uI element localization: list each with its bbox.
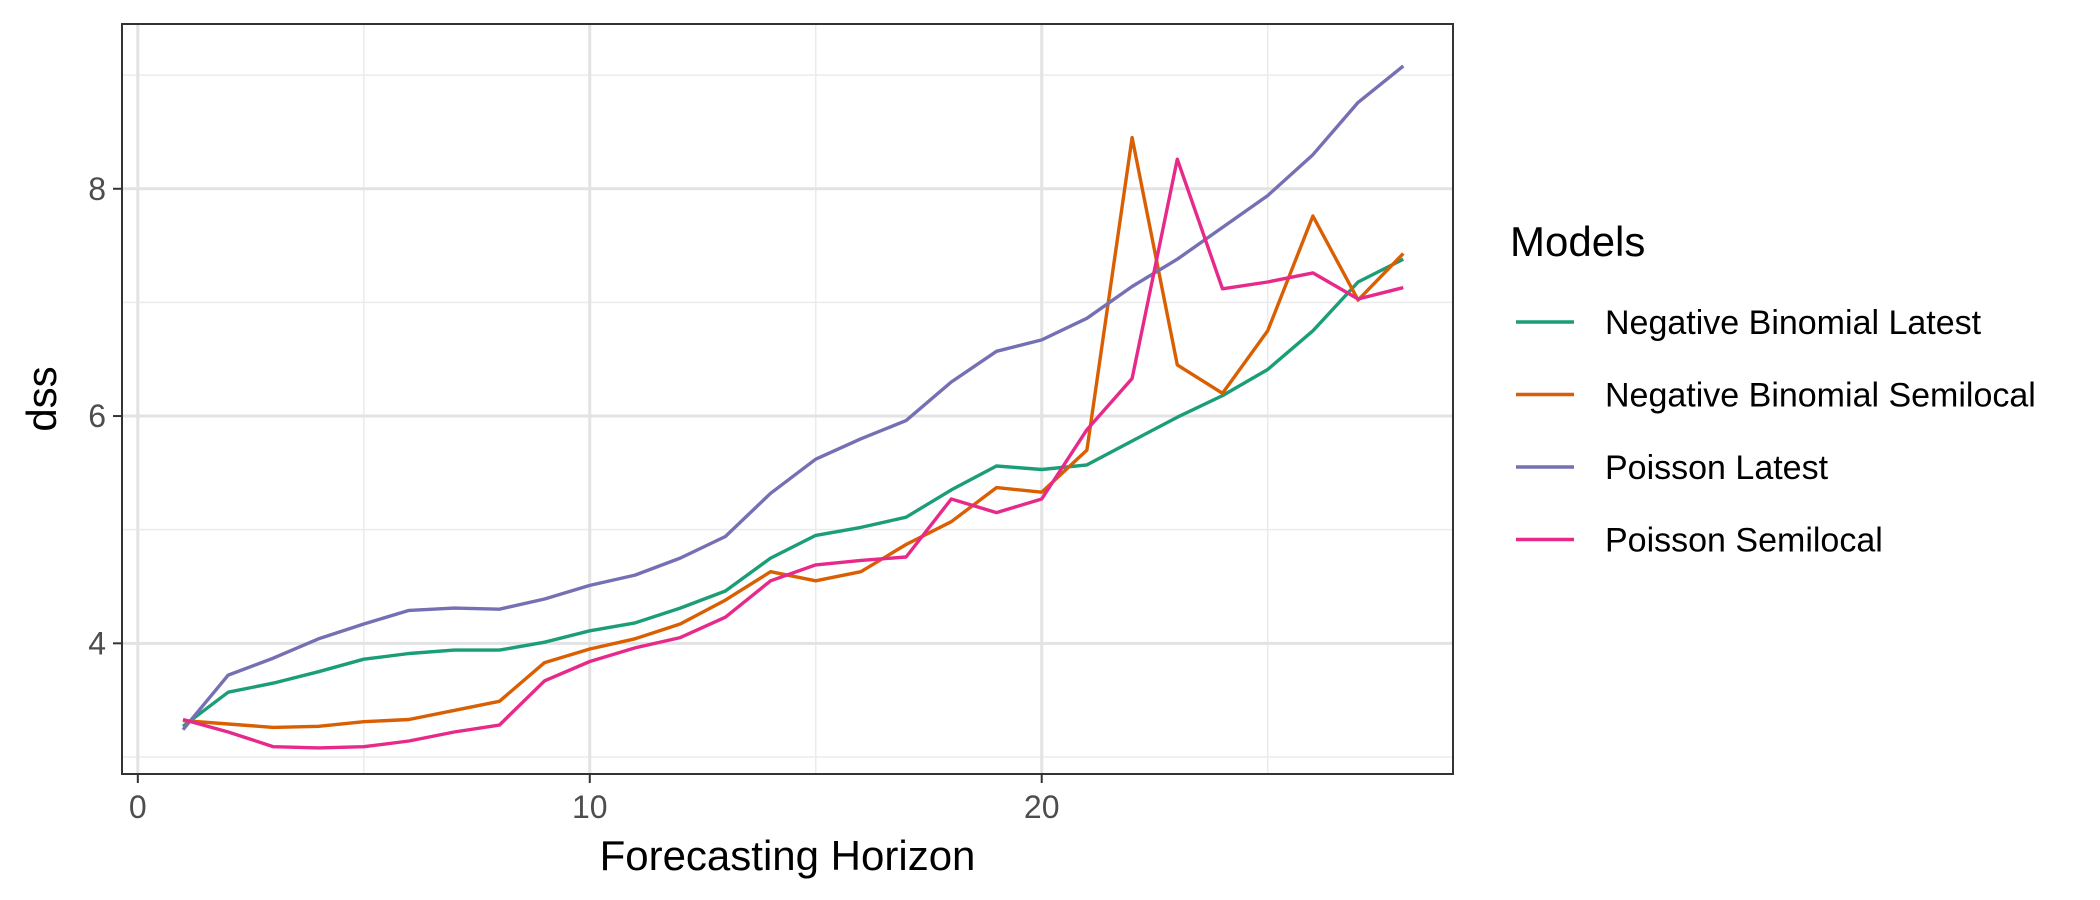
series-layer xyxy=(181,64,1405,750)
grid xyxy=(122,24,1453,774)
legend: Models Negative Binomial LatestNegative … xyxy=(1510,218,2036,560)
y-tick-label: 4 xyxy=(88,625,106,661)
x-tick-label: 0 xyxy=(129,789,147,825)
legend-label: Poisson Latest xyxy=(1605,449,1829,487)
y-tick-label: 6 xyxy=(88,398,106,434)
legend-title: Models xyxy=(1510,218,1645,265)
series-line-3 xyxy=(182,157,1404,750)
series-line-0 xyxy=(181,257,1405,728)
legend-label: Negative Binomial Latest xyxy=(1605,304,1982,342)
x-tick-label: 20 xyxy=(1024,789,1060,825)
legend-label: Poisson Semilocal xyxy=(1605,522,1883,560)
plot-border xyxy=(121,23,1454,775)
y-axis-title: dss xyxy=(18,366,65,431)
y-tick-label: 8 xyxy=(88,171,106,207)
legend-items: Negative Binomial Latest Negative Binomia… xyxy=(1516,304,2036,560)
series-line-1 xyxy=(182,135,1405,730)
legend-label: Negative Binomial Semilocal xyxy=(1605,377,2036,415)
axes: 0 10 20 4 6 8 xyxy=(88,171,1059,825)
x-tick-label: 10 xyxy=(572,789,608,825)
series-line-2 xyxy=(181,64,1405,731)
x-axis-title: Forecasting Horizon xyxy=(600,832,976,879)
